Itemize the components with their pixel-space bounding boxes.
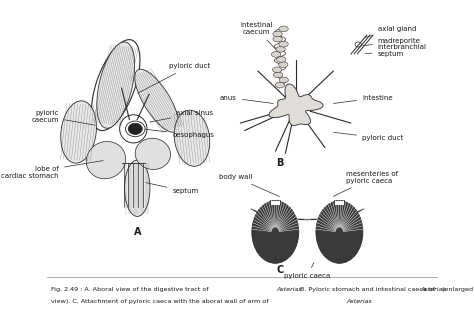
Circle shape xyxy=(128,123,142,134)
Ellipse shape xyxy=(279,77,289,83)
Ellipse shape xyxy=(252,201,299,263)
Ellipse shape xyxy=(276,46,285,52)
Text: A: A xyxy=(134,227,141,237)
Text: Fig. 2.49 : A. Aboral view of the digestive tract of: Fig. 2.49 : A. Aboral view of the digest… xyxy=(51,287,211,292)
Ellipse shape xyxy=(119,115,147,143)
Ellipse shape xyxy=(279,26,288,32)
Ellipse shape xyxy=(97,42,135,128)
Text: body wall: body wall xyxy=(219,174,279,197)
Ellipse shape xyxy=(135,69,179,132)
Ellipse shape xyxy=(273,31,282,37)
Polygon shape xyxy=(269,84,323,126)
Text: B: B xyxy=(276,158,283,168)
Ellipse shape xyxy=(135,138,171,170)
Text: . B. Pyloric stomach and intestinal caeca of: . B. Pyloric stomach and intestinal caec… xyxy=(296,287,437,292)
Text: pyloric duct: pyloric duct xyxy=(138,63,210,93)
Ellipse shape xyxy=(125,160,150,216)
Ellipse shape xyxy=(275,82,285,88)
Text: Asterias: Asterias xyxy=(276,287,302,292)
Text: mesenteries of
pyloric caeca: mesenteries of pyloric caeca xyxy=(333,171,399,197)
Ellipse shape xyxy=(273,72,283,78)
Ellipse shape xyxy=(316,201,363,263)
Text: Asterias: Asterias xyxy=(421,287,447,292)
Text: pyloric caeca: pyloric caeca xyxy=(284,263,330,279)
Ellipse shape xyxy=(273,67,282,73)
Ellipse shape xyxy=(279,62,288,68)
Text: axial gland: axial gland xyxy=(365,26,416,37)
Text: madreporite: madreporite xyxy=(363,38,420,46)
Text: C: C xyxy=(276,265,283,275)
Ellipse shape xyxy=(279,41,288,47)
Text: interbranchial
septum: interbranchial septum xyxy=(365,44,427,57)
Text: pyloric duct: pyloric duct xyxy=(334,132,403,141)
Text: intestinal
caecum: intestinal caecum xyxy=(240,22,278,52)
Ellipse shape xyxy=(272,51,281,57)
Text: Asterias: Asterias xyxy=(347,299,373,304)
Ellipse shape xyxy=(273,36,283,42)
Text: lobe of
cardiac stomach: lobe of cardiac stomach xyxy=(1,160,103,179)
Ellipse shape xyxy=(276,57,286,62)
Text: (enlarged: (enlarged xyxy=(440,287,474,292)
Text: intestine: intestine xyxy=(334,95,393,104)
Ellipse shape xyxy=(86,141,126,179)
Ellipse shape xyxy=(174,110,210,166)
Text: anus: anus xyxy=(220,95,273,104)
Text: view). C. Attachment of pyloric caeca with the aboral wall of arm of: view). C. Attachment of pyloric caeca wi… xyxy=(51,299,271,304)
Text: axial sinus: axial sinus xyxy=(150,110,213,122)
Text: septum: septum xyxy=(146,183,199,194)
FancyBboxPatch shape xyxy=(334,200,345,205)
FancyBboxPatch shape xyxy=(270,200,280,205)
Circle shape xyxy=(355,42,361,47)
Text: oesophagus: oesophagus xyxy=(145,129,214,138)
Ellipse shape xyxy=(61,101,96,163)
Text: .: . xyxy=(365,299,368,304)
Text: pyloric
caecum: pyloric caecum xyxy=(32,110,95,125)
